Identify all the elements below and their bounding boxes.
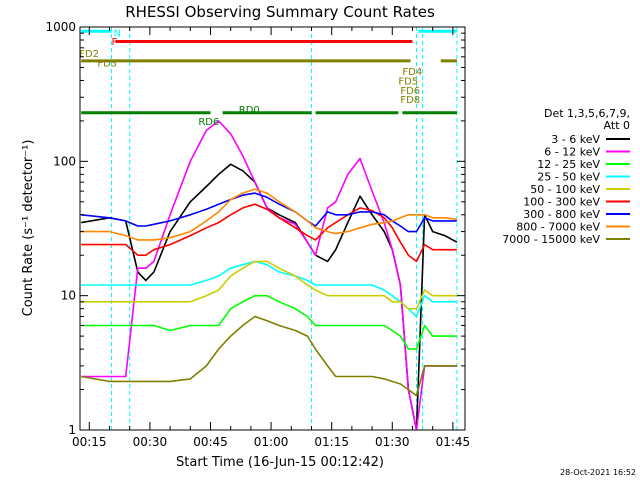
flag-label-8: RD0	[239, 105, 260, 116]
legend-label-5: 100 - 300 keV	[523, 196, 600, 209]
legend-label-8: 7000 - 15000 keV	[502, 233, 600, 246]
series-line-4	[81, 260, 457, 310]
legend-label-3: 25 - 50 keV	[537, 171, 600, 184]
footer-timestamp: 28-Oct-2021 16:52	[560, 468, 636, 477]
y-tick-label-3: 1000	[45, 20, 76, 34]
plot-frame	[79, 26, 466, 431]
flag-label-2: FD2	[79, 49, 99, 60]
x-tick-label-4: 01:15	[314, 435, 349, 449]
flag-label-9: RD6	[198, 117, 219, 128]
series-line-7	[81, 188, 457, 241]
y-tick-label-1: 10	[61, 289, 76, 303]
x-tick-label-5: 01:30	[375, 435, 410, 449]
legend-label-0: 3 - 6 keV	[551, 133, 600, 146]
x-tick-label-2: 00:45	[193, 435, 228, 449]
series-line-2	[81, 294, 457, 350]
x-axis-label: Start Time (16-Jun-15 00:12:42)	[176, 455, 384, 470]
series-line-1	[81, 120, 457, 430]
legend-label-6: 300 - 800 keV	[523, 208, 600, 221]
y-tick-label-2: 100	[53, 154, 76, 168]
axes: 1 10 100 1000 00:15 00:30 00:45 01:00 01:15 01:30…	[45, 20, 470, 449]
flag-label-0: N	[114, 29, 121, 40]
chart-title: RHESSI Observing Summary Count Rates	[125, 3, 435, 21]
y-axis-label: Count Rate (s⁻¹ detector⁻¹)	[21, 140, 36, 317]
flag-label-1: F	[112, 37, 118, 48]
series-line-8	[81, 315, 457, 397]
x-tick-label-0: 00:15	[72, 435, 107, 449]
x-tick-label-3: 01:00	[254, 435, 289, 449]
legend-title-0: Det 1,3,5,6,7,9,	[544, 107, 630, 120]
legend-label-2: 12 - 25 keV	[537, 158, 600, 171]
x-tick-label-6: 01:45	[436, 435, 471, 449]
x-tick-label-1: 00:30	[133, 435, 168, 449]
flag-label-6: FD6	[400, 86, 420, 97]
series-line-5	[81, 203, 457, 263]
legend-label-4: 50 - 100 keV	[530, 183, 600, 196]
y-tick-label-0: 1	[68, 423, 76, 437]
legend-label-7: 800 - 7000 keV	[516, 221, 600, 234]
flag-label-7: FD8	[400, 95, 420, 106]
legend-label-1: 6 - 12 keV	[544, 146, 600, 159]
flag-label-5: FD5	[398, 76, 418, 87]
flag-label-3: FD3	[97, 58, 117, 69]
flag-label-4: FD4	[402, 67, 422, 78]
legend-title-1: Att 0	[604, 119, 630, 132]
plot-inner	[81, 27, 458, 430]
